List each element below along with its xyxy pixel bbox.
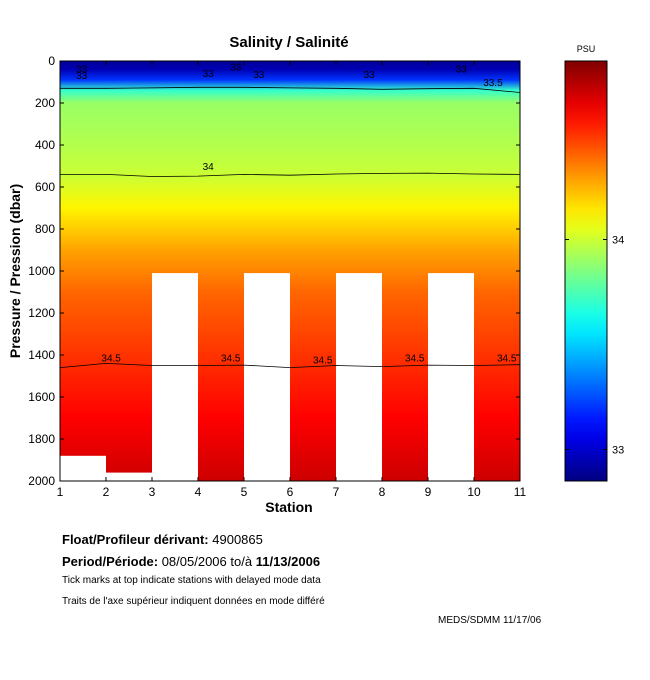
contour-line-34 xyxy=(60,172,520,177)
contour-label: 33 xyxy=(76,71,88,82)
contour-line-33-5 xyxy=(60,86,520,93)
x-tick-label: 6 xyxy=(287,485,294,499)
x-tick-label: 11 xyxy=(514,485,527,499)
contour-label: 34.5 xyxy=(497,353,517,364)
x-tick-label: 3 xyxy=(149,485,156,499)
x-tick-label: 7 xyxy=(333,485,340,499)
y-tick-label: 2000 xyxy=(28,474,55,488)
float-label: Float/Profileur dérivant: xyxy=(62,532,209,547)
contour-label: 34.5 xyxy=(313,355,333,366)
x-tick-label: 1 xyxy=(57,485,64,499)
period-start: 08/05/2006 xyxy=(161,554,227,569)
contour-label: 34 xyxy=(203,162,215,173)
y-tick-label: 800 xyxy=(35,222,55,236)
y-tick-label: 200 xyxy=(35,96,55,110)
colorbar xyxy=(564,60,608,482)
period-end: 11/13/2006 xyxy=(255,554,321,569)
period-label: Period/Période: xyxy=(62,554,159,569)
x-tick-label: 10 xyxy=(467,485,481,499)
period-separator: to/à xyxy=(230,554,253,569)
missing-data-region xyxy=(152,273,198,481)
y-tick-label: 1400 xyxy=(28,348,55,362)
y-tick-label: 1000 xyxy=(28,264,55,278)
contour-label: 33 xyxy=(253,70,265,81)
contour-label: 33 xyxy=(456,65,468,76)
y-tick-label: 1200 xyxy=(28,306,55,320)
contour-label: 33 xyxy=(230,62,242,73)
missing-data-regions xyxy=(60,273,474,481)
credit-line: MEDS/SDMM 11/17/06 xyxy=(438,615,542,626)
missing-data-region xyxy=(428,273,474,481)
missing-data-region xyxy=(244,273,290,481)
y-axis-label: Pressure / Pression (dbar) xyxy=(7,184,23,358)
y-tick-label: 400 xyxy=(35,138,55,152)
missing-data-region xyxy=(60,455,106,481)
missing-data-region xyxy=(106,472,152,481)
x-tick-label: 5 xyxy=(241,485,248,499)
contour-label: 34.5 xyxy=(221,353,241,364)
chart-title: Salinity / Salinité xyxy=(229,34,348,51)
colorbar-ticks: 33 34 xyxy=(565,235,624,457)
y-tick-label: 0 xyxy=(48,54,55,68)
float-info: Float/Profileur dérivant: 4900865 xyxy=(62,532,263,547)
contour-label: 33.5 xyxy=(483,78,503,89)
contour-label: 33 xyxy=(203,69,215,80)
x-axis-ticks: 1 2 3 4 5 6 7 8 9 10 11 xyxy=(57,61,527,499)
y-tick-label: 1800 xyxy=(28,432,55,446)
contour-line-34-5 xyxy=(60,362,520,369)
colorbar-unit-label: PSU xyxy=(577,44,596,54)
missing-data-region xyxy=(336,273,382,481)
x-tick-label: 4 xyxy=(195,485,202,499)
contour-label: 33 xyxy=(364,70,376,81)
y-tick-label: 1600 xyxy=(28,390,55,404)
x-tick-label: 2 xyxy=(103,485,110,499)
note-french: Traits de l'axe supérieur indiquent donn… xyxy=(62,596,325,607)
y-tick-label: 600 xyxy=(35,180,55,194)
x-axis-label: Station xyxy=(265,499,312,515)
contour-lines xyxy=(60,86,520,369)
colorbar-tick-label: 34 xyxy=(612,235,624,247)
note-english: Tick marks at top indicate stations with… xyxy=(62,575,321,586)
contour-label: 34.5 xyxy=(405,353,425,364)
contour-label: 34.5 xyxy=(101,353,121,364)
colorbar-tick-label: 33 xyxy=(612,445,624,457)
period-info: Period/Période: 08/05/2006 to/à 11/13/20… xyxy=(62,554,320,569)
y-axis-ticks: 0 200 400 600 800 1000 1200 1400 1600 1800 2000 xyxy=(28,54,520,488)
float-id: 4900865 xyxy=(212,532,263,547)
x-tick-label: 8 xyxy=(379,485,386,499)
contour-label: 33 xyxy=(76,65,88,76)
x-tick-label: 9 xyxy=(425,485,432,499)
